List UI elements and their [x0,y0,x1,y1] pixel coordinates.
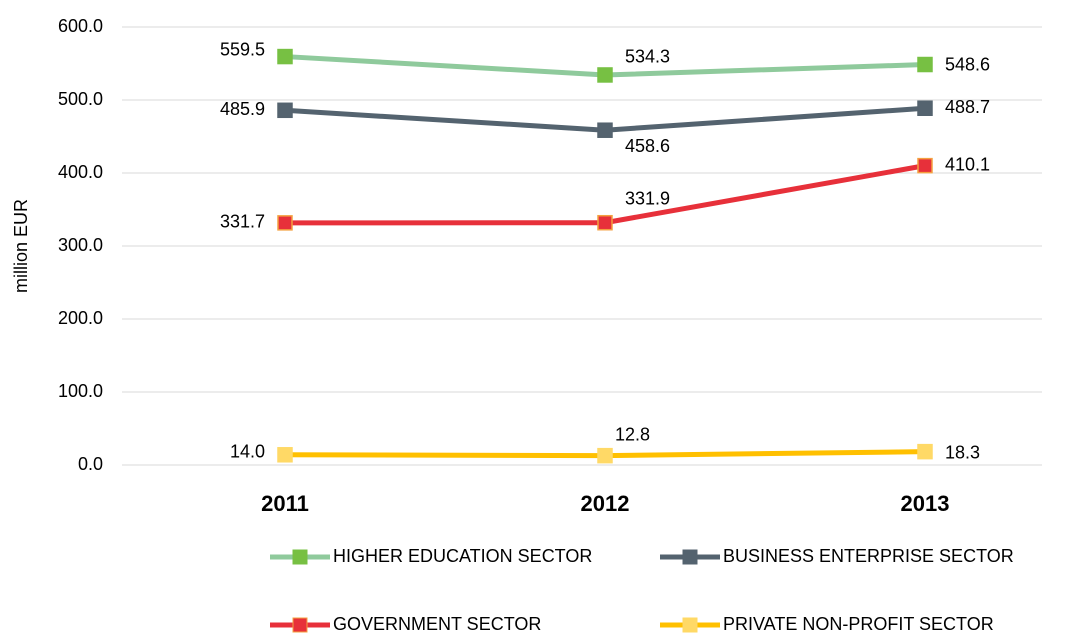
marker [917,443,933,460]
y-axis-title: million EUR [11,199,31,293]
x-tick-label: 2013 [901,491,950,516]
marker [277,102,293,119]
marker [277,215,293,231]
legend-marker [682,617,698,633]
legend-label: HIGHER EDUCATION SECTOR [333,546,592,566]
y-tick-label: 400.0 [58,162,103,182]
y-tick-label: 500.0 [58,89,103,109]
marker [277,48,293,65]
data-label: 410.1 [945,154,990,174]
data-label: 548.6 [945,54,990,74]
legend-marker [292,549,308,565]
data-label: 18.3 [945,442,980,462]
marker [597,122,613,138]
data-label: 331.7 [220,212,265,232]
data-label: 458.6 [625,136,670,156]
y-tick-label: 100.0 [58,381,103,401]
marker [917,100,933,116]
legend-label: PRIVATE NON-PROFIT SECTOR [723,614,994,634]
marker [917,56,933,73]
data-label: 488.7 [945,97,990,117]
data-label: 331.9 [625,188,670,208]
legend-marker [292,617,308,633]
data-label: 485.9 [220,99,265,119]
data-label: 12.8 [615,424,650,444]
series-line [284,163,926,226]
legend-label: BUSINESS ENTERPRISE SECTOR [723,546,1014,566]
marker [277,447,293,463]
x-tick-label: 2011 [261,491,309,516]
data-label: 14.0 [230,442,265,462]
data-label: 534.3 [625,47,670,67]
y-tick-label: 200.0 [58,308,103,328]
marker [597,214,613,231]
marker [597,67,613,83]
marker [917,157,933,174]
x-tick-label: 2012 [581,491,630,516]
legend-marker [682,549,698,565]
y-tick-label: 300.0 [58,235,103,255]
y-tick-label: 0.0 [78,454,103,474]
legend-label: GOVERNMENT SECTOR [333,614,541,634]
marker [597,447,613,464]
data-label: 559.5 [220,39,265,59]
y-tick-label: 600.0 [58,16,103,36]
